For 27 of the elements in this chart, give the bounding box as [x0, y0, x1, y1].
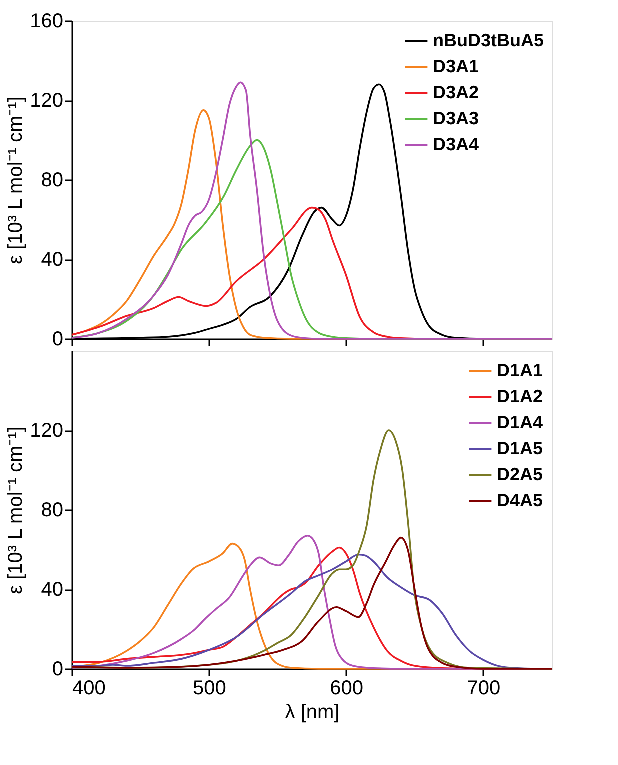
y-tick-label: 0: [52, 658, 64, 680]
legend-label: D3A4: [433, 134, 480, 154]
y-tick-label: 120: [30, 420, 64, 442]
legend-label: D1A1: [497, 360, 544, 380]
legend-label: D2A5: [497, 464, 544, 484]
legend-label: D4A5: [497, 490, 544, 510]
legend-label: D1A2: [497, 386, 544, 406]
y-axis-title: ε [10³ L mol⁻¹ cm⁻¹]: [5, 426, 28, 594]
legend-label: nBuD3tBuA5: [433, 30, 544, 50]
x-tick-label: 700: [467, 678, 501, 700]
x-tick-label: 400: [72, 678, 106, 700]
x-axis-title: λ [nm]: [285, 702, 340, 724]
y-axis-title: ε [10³ L mol⁻¹ cm⁻¹]: [5, 96, 28, 264]
y-tick-label: 80: [41, 170, 64, 192]
y-tick-label: 40: [41, 579, 64, 601]
legend-label: D1A4: [497, 412, 544, 432]
y-tick-label: 120: [30, 90, 64, 112]
y-tick-label: 0: [52, 328, 64, 350]
legend-label: D1A5: [497, 438, 544, 458]
y-tick-label: 40: [41, 249, 64, 271]
legend-label: D3A2: [433, 82, 480, 102]
x-tick-label: 500: [192, 678, 226, 700]
y-tick-label: 80: [41, 500, 64, 522]
y-tick-label: 160: [30, 10, 64, 32]
x-tick-label: 600: [330, 678, 364, 700]
legend-label: D3A3: [433, 108, 480, 128]
legend-label: D3A1: [433, 56, 480, 76]
